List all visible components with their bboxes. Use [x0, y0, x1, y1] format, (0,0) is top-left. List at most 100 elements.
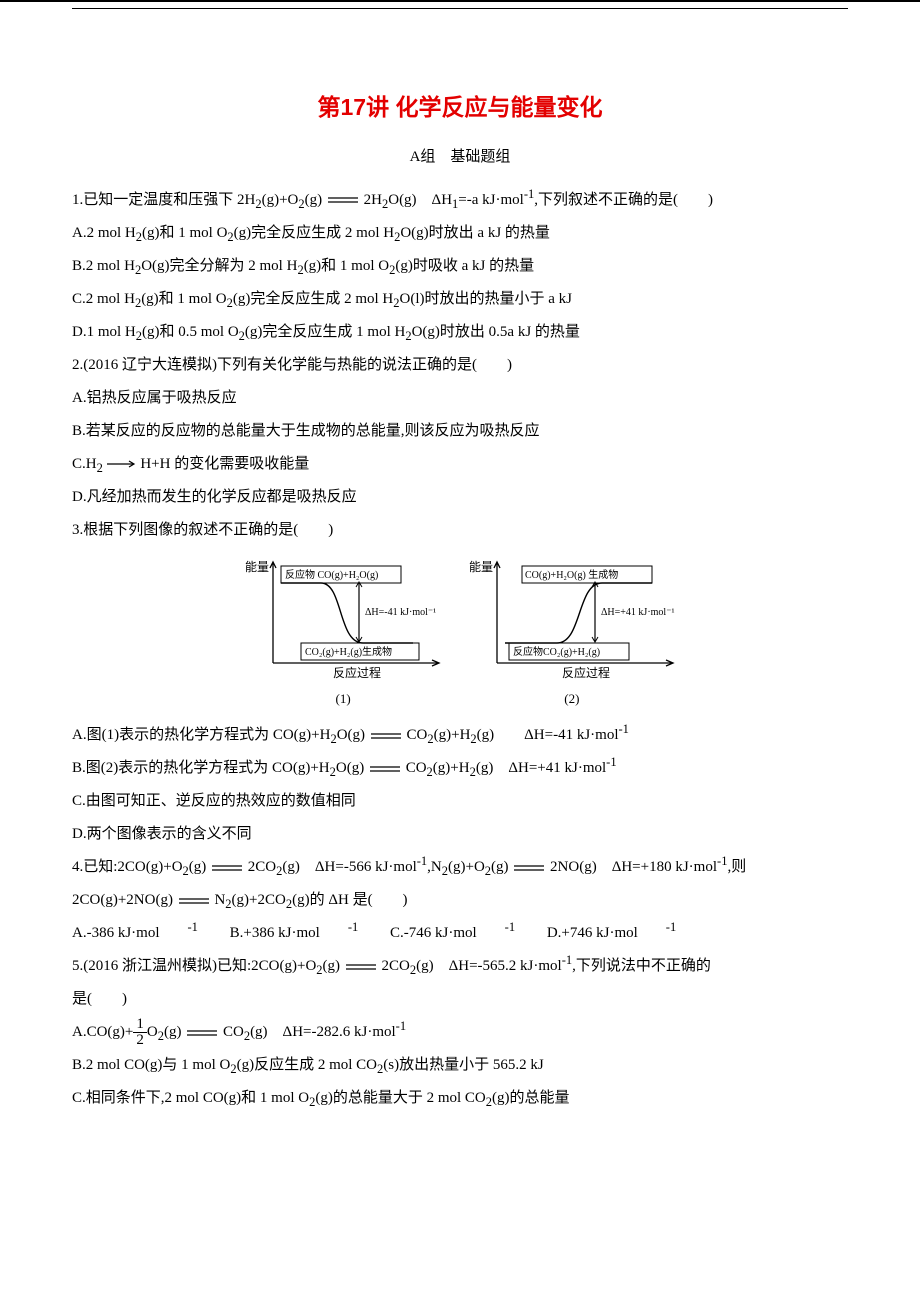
text: (g): [491, 859, 509, 875]
q3-option-c: C.由图可知正、逆反应的热效应的数值相同: [72, 785, 848, 818]
q4-option-a: A.-386 kJ·mol-1: [72, 917, 198, 950]
text: CO: [407, 727, 428, 743]
equilibrium-arrow-icon: [177, 896, 211, 906]
text: (s)放出热量小于 565.2 kJ: [383, 1057, 543, 1073]
text: C.2 mol H: [72, 291, 135, 307]
q2-option-a: A.铝热反应属于吸热反应: [72, 382, 848, 415]
text: (g)+H: [434, 727, 471, 743]
text: A.图(1)表示的热化学方程式为 CO(g)+H: [72, 727, 330, 743]
q1-text: 2H: [364, 192, 382, 208]
text: (g): [164, 1024, 182, 1040]
superscript: -1: [562, 953, 572, 967]
text: 2NO(g) ΔH=+180 kJ·mol: [550, 859, 717, 875]
q1-option-a: A.2 mol H2(g)和 1 mol O2(g)完全反应生成 2 mol H…: [72, 217, 848, 250]
question-3-stem: 3.根据下列图像的叙述不正确的是( ): [72, 514, 848, 547]
panel-1-caption: (1): [243, 685, 443, 714]
svg-text:CO₂(g)+H₂(g)生成物: CO₂(g)+H₂(g)生成物: [305, 645, 392, 658]
q2-option-c: C.H2 H+H 的变化需要吸收能量: [72, 448, 848, 481]
subscript: 2: [97, 461, 103, 475]
text: D.+746 kJ·mol: [547, 917, 638, 950]
superscript: -1: [348, 920, 358, 934]
q1-text: O(g) ΔH: [388, 192, 452, 208]
q2-option-b: B.若某反应的反应物的总能量大于生成物的总能量,则该反应为吸热反应: [72, 415, 848, 448]
section-subtitle: A组 基础题组: [72, 141, 848, 174]
superscript: -1: [396, 1019, 406, 1033]
question-5-stem: 5.(2016 浙江温州模拟)已知:2CO(g)+O2(g) 2CO2(g) Δ…: [72, 950, 848, 983]
text: B.2 mol H: [72, 258, 135, 274]
text: (g) ΔH=-282.6 kJ·mol: [250, 1024, 396, 1040]
q2-option-d: D.凡经加热而发生的化学反应都是吸热反应: [72, 481, 848, 514]
title-prefix: 第17讲: [318, 94, 390, 120]
question-4-stem: 4.已知:2CO(g)+O2(g) 2CO2(g) ΔH=-566 kJ·mol…: [72, 851, 848, 917]
diagram-panel-2: 能量 CO(g)+H₂O(g) 生成物 ΔH=+41 kJ·mol⁻¹ 反应物C…: [467, 553, 677, 714]
text: 2CO: [248, 859, 276, 875]
superscript: -1: [666, 920, 676, 934]
svg-text:反应物 CO(g)+H₂O(g): 反应物 CO(g)+H₂O(g): [285, 568, 378, 581]
energy-curve-2: 能量 CO(g)+H₂O(g) 生成物 ΔH=+41 kJ·mol⁻¹ 反应物C…: [467, 553, 677, 683]
svg-text:能量: 能量: [469, 560, 493, 574]
text: (g)的 ΔH 是( ): [292, 892, 407, 908]
text: C.-746 kJ·mol: [390, 917, 477, 950]
text: (g)的总能量: [492, 1090, 570, 1106]
svg-text:CO(g)+H₂O(g) 生成物: CO(g)+H₂O(g) 生成物: [525, 568, 618, 581]
q3-option-b: B.图(2)表示的热化学方程式为 CO(g)+H2O(g) CO2(g)+H2(…: [72, 752, 848, 785]
text: O: [147, 1024, 158, 1040]
equilibrium-arrow-icon: [512, 863, 546, 873]
q1-text: (g): [305, 192, 323, 208]
q3-option-d: D.两个图像表示的含义不同: [72, 818, 848, 851]
text: (g)时吸收 a kJ 的热量: [395, 258, 534, 274]
text: O(g): [337, 727, 365, 743]
text: (g)和 1 mol O: [141, 291, 226, 307]
text: A.CO(g)+: [72, 1024, 133, 1040]
equilibrium-arrow-icon: [326, 195, 360, 205]
text: O(g): [336, 760, 364, 776]
equilibrium-arrow-icon: [369, 731, 403, 741]
text: (g)和 0.5 mol O: [142, 324, 239, 340]
q5-option-b: B.2 mol CO(g)与 1 mol O2(g)反应生成 2 mol CO2…: [72, 1049, 848, 1082]
q5-option-c: C.相同条件下,2 mol CO(g)和 1 mol O2(g)的总能量大于 2…: [72, 1082, 848, 1115]
q4-option-b: B.+386 kJ·mol -1: [230, 917, 359, 950]
numerator: 1: [133, 1017, 147, 1033]
energy-curve-1: 能量 反应物 CO(g)+H₂O(g) ΔH=-41 kJ·mol⁻¹ CO₂(…: [243, 553, 443, 683]
text: 2CO: [382, 958, 410, 974]
document-page: 第17讲 化学反应与能量变化 A组 基础题组 1.已知一定温度和压强下 2H2(…: [0, 0, 920, 1155]
text: CO: [223, 1024, 244, 1040]
text: (g)和 1 mol O: [142, 225, 227, 241]
text: C.相同条件下,2 mol CO(g)和 1 mol O: [72, 1090, 309, 1106]
fraction-half: 12: [133, 1017, 147, 1048]
superscript: -1: [524, 187, 534, 201]
text: (g): [189, 859, 207, 875]
text: O(g)完全分解为 2 mol H: [141, 258, 297, 274]
text: B.图(2)表示的热化学方程式为 CO(g)+H: [72, 760, 330, 776]
svg-text:ΔH=+41 kJ·mol⁻¹: ΔH=+41 kJ·mol⁻¹: [601, 607, 675, 618]
question-5-stem-2: 是( ): [72, 983, 848, 1016]
text: (g)完全反应生成 2 mol H: [234, 225, 394, 241]
title-main: 化学反应与能量变化: [395, 94, 602, 120]
text: D.1 mol H: [72, 324, 136, 340]
equilibrium-arrow-icon: [368, 764, 402, 774]
superscript: -1: [417, 854, 427, 868]
text: (g)+O: [448, 859, 485, 875]
text: O(g)时放出 a kJ 的热量: [400, 225, 550, 241]
q5-option-a: A.CO(g)+12O2(g) CO2(g) ΔH=-282.6 kJ·mol-…: [72, 1016, 848, 1049]
text: B.2 mol CO(g)与 1 mol O: [72, 1057, 230, 1073]
right-arrow-icon: [107, 456, 137, 472]
text: (g)反应生成 2 mol CO: [237, 1057, 377, 1073]
text: B.+386 kJ·mol: [230, 917, 320, 950]
text: (g) ΔH=-565.2 kJ·mol: [416, 958, 562, 974]
superscript: -1: [505, 920, 515, 934]
text: (g)完全反应生成 2 mol H: [233, 291, 393, 307]
lecture-title: 第17讲 化学反应与能量变化: [72, 82, 848, 133]
superscript: -1: [619, 722, 629, 736]
diagram-panel-1: 能量 反应物 CO(g)+H₂O(g) ΔH=-41 kJ·mol⁻¹ CO₂(…: [243, 553, 443, 714]
q4-option-d: D.+746 kJ·mol -1: [547, 917, 676, 950]
q4-option-c: C.-746 kJ·mol -1: [390, 917, 515, 950]
q1-text: (g)+O: [262, 192, 299, 208]
text: CO: [406, 760, 427, 776]
q4-options: A.-386 kJ·mol-1 B.+386 kJ·mol -1 C.-746 k…: [72, 917, 848, 950]
denominator: 2: [133, 1033, 147, 1048]
energy-diagrams: 能量 反应物 CO(g)+H₂O(g) ΔH=-41 kJ·mol⁻¹ CO₂(…: [72, 553, 848, 714]
equilibrium-arrow-icon: [344, 962, 378, 972]
text: ,下列说法中不正确的: [572, 958, 711, 974]
text: (g) ΔH=-566 kJ·mol: [282, 859, 416, 875]
